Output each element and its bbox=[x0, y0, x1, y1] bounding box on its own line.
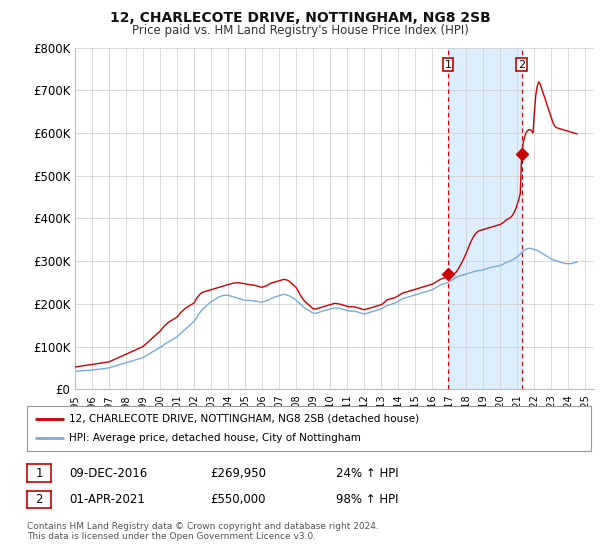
Text: Price paid vs. HM Land Registry's House Price Index (HPI): Price paid vs. HM Land Registry's House … bbox=[131, 24, 469, 36]
Bar bbox=[448, 48, 521, 389]
Text: HPI: Average price, detached house, City of Nottingham: HPI: Average price, detached house, City… bbox=[70, 433, 361, 444]
Text: 2: 2 bbox=[518, 59, 525, 69]
Text: 12, CHARLECOTE DRIVE, NOTTINGHAM, NG8 2SB (detached house): 12, CHARLECOTE DRIVE, NOTTINGHAM, NG8 2S… bbox=[70, 413, 419, 423]
Text: 2: 2 bbox=[35, 493, 43, 506]
Text: 24% ↑ HPI: 24% ↑ HPI bbox=[336, 466, 398, 480]
Text: Contains HM Land Registry data © Crown copyright and database right 2024.
This d: Contains HM Land Registry data © Crown c… bbox=[27, 522, 379, 542]
Text: 01-APR-2021: 01-APR-2021 bbox=[69, 493, 145, 506]
Text: 98% ↑ HPI: 98% ↑ HPI bbox=[336, 493, 398, 506]
Text: 1: 1 bbox=[35, 466, 43, 480]
Text: £550,000: £550,000 bbox=[210, 493, 265, 506]
Text: £269,950: £269,950 bbox=[210, 466, 266, 480]
Text: 09-DEC-2016: 09-DEC-2016 bbox=[69, 466, 147, 480]
Text: 1: 1 bbox=[445, 59, 451, 69]
Text: 12, CHARLECOTE DRIVE, NOTTINGHAM, NG8 2SB: 12, CHARLECOTE DRIVE, NOTTINGHAM, NG8 2S… bbox=[110, 11, 490, 25]
